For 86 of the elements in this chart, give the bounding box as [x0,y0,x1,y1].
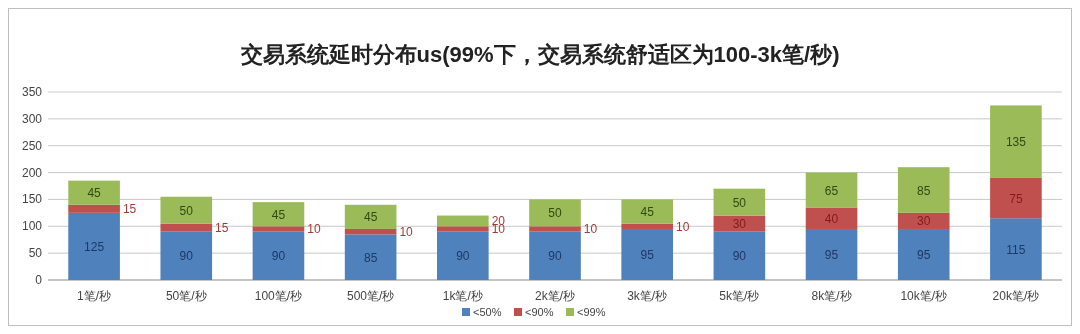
data-label: 15 [215,221,229,236]
bar [621,223,673,229]
data-label: 95 [640,247,655,262]
data-label: 10 [675,219,690,234]
x-tick-label: 100笔/秒 [254,289,303,303]
chart-title: 交易系统延时分布us(99%下，交易系统舒适区为100-3k笔/秒) [239,42,840,67]
x-tick-label: 20k笔/秒 [992,289,1040,303]
data-label: 40 [824,211,839,226]
data-label: 65 [824,183,839,198]
bar [68,180,120,205]
data-label: 10 [307,222,321,237]
y-tick-label: 50 [28,246,43,261]
x-tick-label: 50笔/秒 [165,289,207,303]
data-label: 115 [1006,242,1026,257]
data-label: 45 [271,207,286,222]
data-label: 15 [122,202,137,217]
data-label: 30 [917,214,931,229]
bar [344,234,397,280]
bar [437,231,489,280]
data-label: 90 [456,249,470,264]
data-label: 135 [1005,135,1027,150]
data-label: 10 [399,225,414,240]
data-label: 30 [732,217,747,232]
data-label: 85 [917,183,931,198]
bar [160,231,213,280]
data-label: 90 [548,249,562,264]
bar [344,228,397,235]
bar [252,202,305,227]
data-label: 95 [824,247,839,262]
bar [68,212,120,280]
y-tick-label: 100 [21,219,43,234]
bar [990,105,1042,178]
y-tick-label: 150 [21,192,43,207]
bar [805,172,858,208]
data-label: 75 [1009,191,1023,206]
legend-label: <50% [473,306,502,318]
legend-label: <90% [525,306,554,318]
data-label: 90 [179,249,194,264]
bar [621,228,673,280]
y-tick-label: 300 [21,111,43,126]
data-label: 50 [548,206,562,221]
bar [68,204,120,213]
x-tick-label: 1笔/秒 [77,289,112,303]
x-tick-label: 5k笔/秒 [719,289,760,303]
x-tick-label: 10k笔/秒 [900,289,948,303]
y-tick-label: 200 [21,165,43,180]
x-tick-label: 8k笔/秒 [811,289,852,303]
bar [990,177,1042,219]
bar [621,199,673,224]
bar [160,196,213,224]
data-label: 90 [732,249,747,264]
x-tick-label: 3k笔/秒 [627,289,668,303]
legend-label: <99% [577,306,606,318]
bar [713,231,766,280]
data-label: 95 [917,247,931,262]
data-label: 90 [271,249,286,264]
y-tick-label: 250 [21,138,43,153]
data-label: 50 [732,195,747,210]
bar [897,167,950,213]
bar [990,218,1042,280]
data-label: 85 [363,250,378,265]
data-label: 45 [640,205,655,220]
bar [897,212,950,229]
data-label: 45 [363,210,378,225]
bar [529,199,581,227]
data-label: 125 [84,239,105,254]
bar [529,231,581,280]
bar [437,215,489,227]
data-label: 50 [179,203,194,218]
x-tick-label: 500笔/秒 [346,289,395,303]
bar [252,231,305,280]
bar [437,226,489,232]
data-label: 10 [583,222,598,237]
bar [805,207,858,229]
bar [160,223,213,232]
bar [897,228,950,280]
bar [805,228,858,280]
bar [344,204,397,229]
x-tick-label: 1k笔/秒 [442,289,483,303]
bar [713,188,766,216]
bar [252,226,305,232]
y-tick-label: 350 [21,85,43,99]
data-label: 45 [87,186,102,201]
x-tick-label: 2k笔/秒 [534,289,576,303]
bar [529,226,581,232]
y-tick-label: 0 [35,273,43,287]
